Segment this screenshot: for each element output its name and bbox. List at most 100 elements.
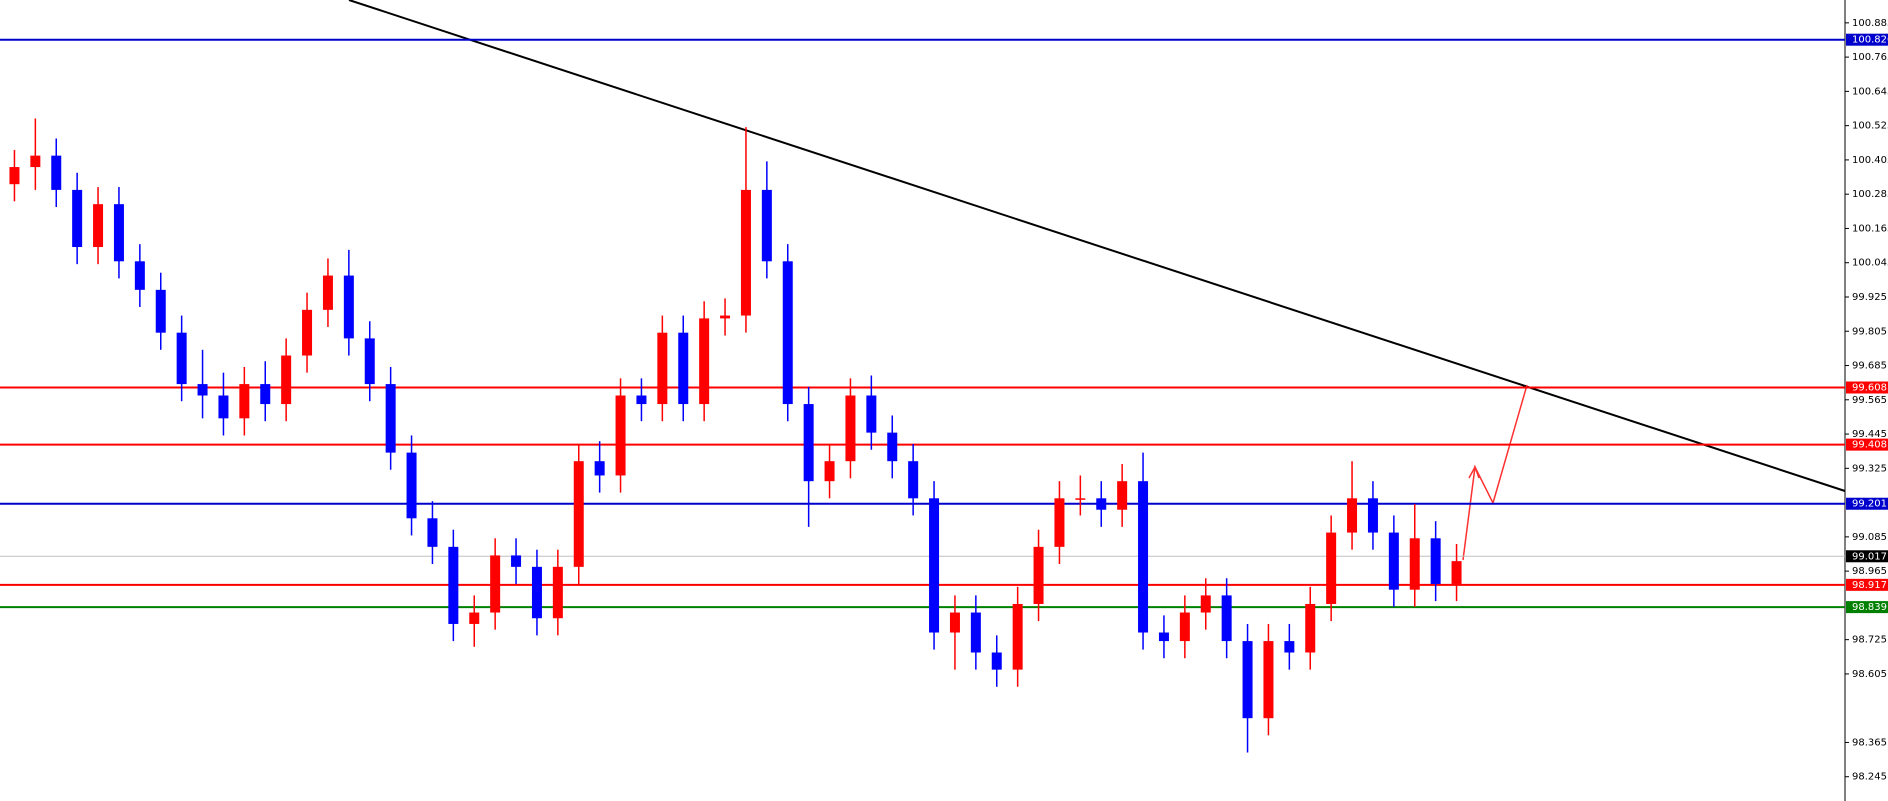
candle-body bbox=[803, 404, 814, 482]
candle-body bbox=[552, 566, 563, 619]
candle-body bbox=[1012, 603, 1023, 670]
y-tick-label: 99.445 bbox=[1852, 429, 1887, 440]
y-tick-label: 98.965 bbox=[1852, 566, 1887, 577]
candle-body bbox=[302, 309, 313, 356]
candle-body bbox=[1138, 481, 1149, 633]
y-tick-label: 100.525 bbox=[1852, 121, 1888, 132]
candle-body bbox=[281, 355, 292, 405]
candle-body bbox=[678, 332, 689, 405]
y-tick-label: 99.925 bbox=[1852, 292, 1887, 303]
candle-body bbox=[239, 384, 250, 419]
candle-body bbox=[1409, 538, 1420, 590]
level-label: 99.017 bbox=[1852, 551, 1887, 562]
candle-body bbox=[991, 652, 1002, 670]
candle-body bbox=[1221, 595, 1232, 642]
candle-body bbox=[51, 155, 62, 190]
candle-body bbox=[176, 332, 187, 385]
candle-body bbox=[824, 461, 835, 482]
level-label: 98.839 bbox=[1852, 602, 1887, 613]
candle-body bbox=[970, 612, 981, 653]
level-label: 99.408 bbox=[1852, 440, 1887, 451]
candle-body bbox=[1117, 481, 1128, 510]
y-tick-label: 100.405 bbox=[1852, 155, 1888, 166]
candle-body bbox=[511, 555, 522, 567]
candle-body bbox=[427, 518, 438, 547]
candle-body bbox=[364, 338, 375, 385]
candle-body bbox=[1305, 603, 1316, 653]
candle-body bbox=[1179, 612, 1190, 642]
candle-body bbox=[573, 461, 584, 567]
candle-body bbox=[72, 189, 83, 248]
y-tick-label: 100.765 bbox=[1852, 52, 1888, 63]
y-tick-label: 98.245 bbox=[1852, 772, 1887, 783]
candle-body bbox=[531, 566, 542, 619]
y-tick-label: 99.085 bbox=[1852, 532, 1887, 543]
level-label-box bbox=[1846, 381, 1888, 394]
level-label-box bbox=[1846, 497, 1888, 510]
candles bbox=[9, 118, 1462, 753]
candle-body bbox=[260, 384, 271, 405]
level-label-box bbox=[1846, 601, 1888, 614]
y-tick-label: 100.645 bbox=[1852, 86, 1888, 97]
y-tick-label: 98.725 bbox=[1852, 635, 1887, 646]
candle-body bbox=[1263, 641, 1274, 719]
y-tick-label: 100.165 bbox=[1852, 223, 1888, 234]
level-label: 99.201 bbox=[1852, 499, 1887, 510]
candle-body bbox=[1075, 498, 1086, 500]
y-tick-label: 100.045 bbox=[1852, 258, 1888, 269]
candle-body bbox=[761, 189, 772, 262]
y-tick-label: 100.285 bbox=[1852, 189, 1888, 200]
candle-body bbox=[218, 395, 229, 419]
candle-body bbox=[1200, 595, 1211, 613]
candle-body bbox=[113, 204, 124, 262]
candle-body bbox=[1367, 498, 1378, 533]
candle-body bbox=[197, 384, 208, 396]
candle-body bbox=[134, 261, 145, 290]
candle-body bbox=[30, 155, 41, 168]
candle-body bbox=[1284, 641, 1295, 653]
levels bbox=[0, 38, 1845, 609]
y-tick-label: 99.565 bbox=[1852, 395, 1887, 406]
candle-body bbox=[1158, 632, 1169, 642]
y-tick-label: 100.885 bbox=[1852, 18, 1888, 29]
level-label: 100.826 bbox=[1852, 35, 1888, 46]
candle-body bbox=[657, 332, 668, 405]
candle-body bbox=[887, 432, 898, 462]
candle-body bbox=[782, 261, 793, 405]
level-label-box bbox=[1846, 438, 1888, 451]
candle-body bbox=[469, 612, 480, 624]
candle-body bbox=[385, 384, 396, 453]
candle-body bbox=[448, 546, 459, 624]
candle-body bbox=[343, 275, 354, 339]
candle-body bbox=[929, 498, 940, 633]
candle-body bbox=[93, 204, 104, 248]
y-tick-label: 98.365 bbox=[1852, 737, 1887, 748]
candle-body bbox=[1242, 641, 1253, 719]
candle-body bbox=[740, 189, 751, 316]
y-tick-label: 99.325 bbox=[1852, 463, 1887, 474]
candle-body bbox=[845, 395, 856, 462]
y-tick-label: 99.685 bbox=[1852, 361, 1887, 372]
candle-body bbox=[1388, 532, 1399, 590]
candle-body bbox=[1054, 498, 1065, 547]
level-label-box bbox=[1846, 578, 1888, 591]
candle-body bbox=[1033, 546, 1044, 604]
level-label: 98.917 bbox=[1852, 580, 1887, 591]
candle-body bbox=[155, 289, 166, 333]
candle-body bbox=[1347, 498, 1358, 533]
level-label-box bbox=[1846, 33, 1888, 46]
candle-body bbox=[720, 315, 731, 319]
candle-body bbox=[908, 461, 919, 499]
price-axis: 98.245 98.365 98.605 98.725 98.965 99.085 99.3… bbox=[1845, 18, 1888, 783]
candle-body bbox=[9, 167, 20, 185]
y-tick-label: 99.805 bbox=[1852, 326, 1887, 337]
candle-body bbox=[1451, 561, 1462, 584]
level-label: 99.608 bbox=[1852, 383, 1887, 394]
candle-body bbox=[949, 612, 960, 633]
candle-body bbox=[1430, 538, 1441, 584]
candle-body bbox=[594, 461, 605, 476]
candle-body bbox=[406, 452, 417, 519]
candle-body bbox=[490, 555, 501, 613]
